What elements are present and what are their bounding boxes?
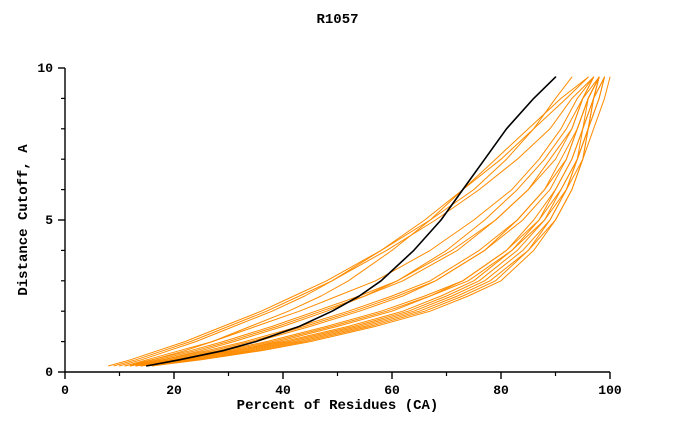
x-tick-label: 100 — [598, 383, 622, 398]
model-15-curve — [140, 76, 605, 367]
y-tick-label: 0 — [45, 365, 53, 380]
model-05-curve — [140, 76, 600, 367]
model-10-curve — [140, 76, 600, 367]
model-16-curve — [124, 76, 600, 367]
x-axis-label: Percent of Residues (CA) — [236, 398, 439, 414]
model-04-curve — [124, 76, 595, 367]
model-06-curve — [129, 76, 595, 367]
model-13-curve — [135, 76, 600, 367]
model-02-curve — [119, 76, 589, 367]
model-03-curve — [135, 76, 595, 367]
y-tick-label: 5 — [45, 213, 53, 228]
x-tick-label: 20 — [166, 383, 182, 398]
x-tick-label: 0 — [61, 383, 69, 398]
model-14-curve — [151, 76, 611, 367]
model-11-curve — [129, 76, 600, 367]
reference-curve — [146, 76, 557, 367]
y-tick-label: 10 — [37, 61, 53, 76]
x-tick-label: 40 — [275, 383, 291, 398]
model-01-curve — [129, 76, 589, 367]
model-17-curve — [146, 76, 605, 367]
x-tick-label: 80 — [493, 383, 509, 398]
x-tick-label: 60 — [384, 383, 400, 398]
chart-title: R1057 — [316, 12, 359, 28]
model-20-curve — [108, 76, 573, 367]
model-19-curve — [135, 76, 600, 367]
model-18-curve — [113, 76, 595, 367]
model-12-curve — [146, 76, 605, 367]
